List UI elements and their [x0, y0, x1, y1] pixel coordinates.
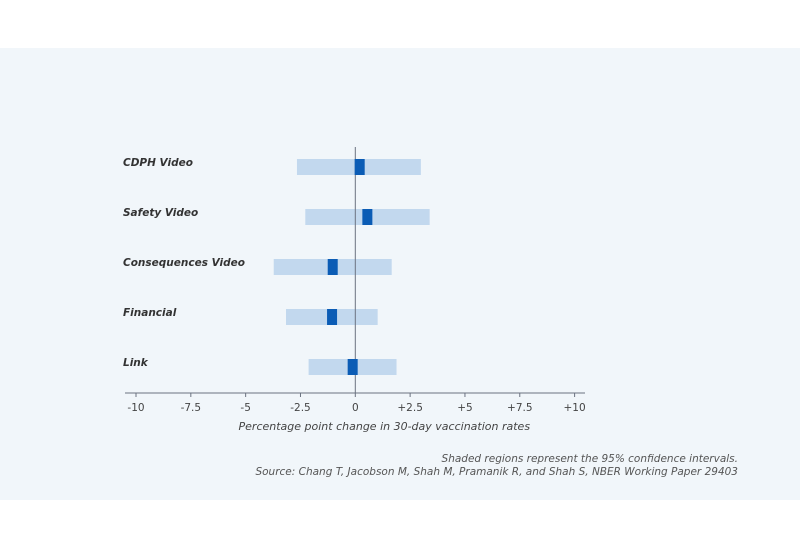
x-tick-label: +2.5 [397, 402, 423, 414]
x-tick-label: +5 [457, 402, 472, 414]
category-label: Consequences Video [123, 257, 245, 269]
category-label: Financial [123, 307, 177, 319]
estimate-marker [347, 359, 358, 375]
chart-panel [0, 48, 800, 500]
source-note: Source: Chang T, Jacobson M, Shah M, Pra… [255, 466, 738, 478]
x-tick-label: -10 [127, 402, 144, 414]
x-axis-label: Percentage point change in 30-day vaccin… [239, 420, 531, 433]
x-tick-label: +7.5 [507, 402, 533, 414]
x-tick-label: +10 [564, 402, 586, 414]
x-tick-label: 0 [352, 402, 359, 414]
category-label: Safety Video [123, 207, 198, 219]
x-tick-label: -7.5 [181, 402, 202, 414]
x-tick-label: -5 [240, 402, 250, 414]
category-label: Link [123, 357, 149, 369]
estimate-marker [327, 259, 338, 275]
estimate-marker [354, 159, 365, 175]
x-tick-label: -2.5 [290, 402, 311, 414]
ci-note: Shaded regions represent the 95% confide… [441, 453, 738, 465]
estimate-marker [362, 209, 373, 225]
estimate-marker [327, 309, 338, 325]
category-label: CDPH Video [123, 157, 193, 169]
